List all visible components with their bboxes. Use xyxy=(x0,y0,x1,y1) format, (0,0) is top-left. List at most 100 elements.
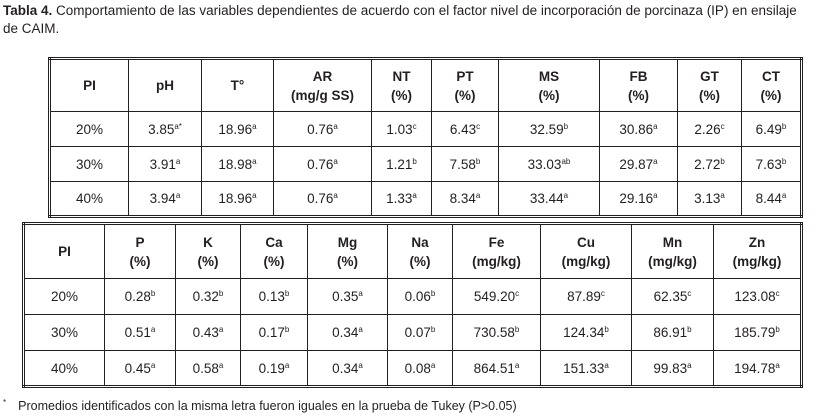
header-text: Mn xyxy=(662,234,683,250)
row-label: 20% xyxy=(50,289,79,304)
cell-value: 0.45 xyxy=(124,360,151,376)
row-label: 20% xyxy=(75,121,104,137)
header-text: (mg/kg) xyxy=(648,253,697,269)
value-cell: 3.91a xyxy=(128,146,202,182)
cell-value: 0.76 xyxy=(307,191,334,206)
cell-value: 3.13 xyxy=(694,191,721,206)
header-text: PI xyxy=(58,244,71,259)
value-cell: 0.13b xyxy=(240,278,308,315)
cell-value: 185.79 xyxy=(734,325,776,340)
significance-letter: b xyxy=(514,325,520,334)
significance-letter: c xyxy=(600,289,605,298)
significance-letter: b xyxy=(150,289,156,298)
header-row: PI P (%) K (%) Ca (%) Mg (%) Na (%) Fe (mg/kg) Cu (mg/… xyxy=(23,223,802,279)
value-cell: 1.33a xyxy=(371,181,432,217)
significance-letter: b xyxy=(720,156,725,166)
value-cell: 3.85a* xyxy=(128,111,202,147)
significance-letter: a xyxy=(252,191,257,200)
significance-letter: a xyxy=(775,360,780,370)
header-cell: Mn (mg/kg) xyxy=(631,223,714,279)
row-label-cell: 30% xyxy=(49,146,129,182)
significance-letter: a xyxy=(175,191,181,200)
cell-value: 7.63 xyxy=(755,156,782,172)
significance-letter: b xyxy=(430,325,436,334)
cell-value: 3.91 xyxy=(149,156,176,172)
cell-value: 2.72 xyxy=(694,156,721,172)
cell-value: 8.34 xyxy=(449,191,476,206)
header-text: (mg/kg) xyxy=(732,253,782,269)
row-label-cell: 20% xyxy=(23,278,105,315)
cell-value: 29.16 xyxy=(619,191,654,206)
cell-value: 0.58 xyxy=(192,360,219,376)
value-cell: 730.58b xyxy=(452,314,541,351)
header-cell: PI xyxy=(23,223,105,279)
row-label-cell: 20% xyxy=(49,111,129,147)
footnote-text: Promedios identificados con la misma let… xyxy=(18,399,517,413)
header-cell: Ca (%) xyxy=(240,223,308,279)
significance-letter: b xyxy=(604,325,609,334)
value-cell: 18.98a xyxy=(201,146,274,182)
value-cell: 0.32b xyxy=(175,278,241,315)
row-label: 30% xyxy=(50,325,79,340)
cell-value: 18.96 xyxy=(218,191,253,206)
cell-value: 0.06 xyxy=(404,289,431,304)
value-cell: 0.43a xyxy=(175,314,241,351)
value-cell: 123.08c xyxy=(713,278,802,315)
value-cell: 18.96a xyxy=(201,111,274,147)
header-cell: pH xyxy=(128,58,202,112)
significance-letter: a xyxy=(284,360,290,370)
value-cell: 0.35a xyxy=(307,278,388,315)
header-text: Na xyxy=(411,234,429,250)
cell-value: 549.20 xyxy=(473,289,516,304)
data-table: PI P (%) K (%) Ca (%) Mg (%) Na (%) Fe (mg/kg) Cu (mg/… xyxy=(22,222,803,388)
header-cell: NT (%) xyxy=(371,58,432,112)
significance-letter: a xyxy=(218,360,224,370)
value-cell: 0.34a xyxy=(307,314,388,351)
value-cell: 124.34b xyxy=(540,314,632,351)
header-text: pH xyxy=(156,78,174,93)
value-cell: 0.34a xyxy=(307,350,388,387)
cell-value: 151.33 xyxy=(563,360,605,376)
value-cell: 62.35c xyxy=(631,278,714,315)
header-text: (%) xyxy=(409,253,431,269)
value-cell: 2.26c xyxy=(677,111,742,147)
header-text: PT xyxy=(456,68,474,84)
header-cell: T° xyxy=(201,58,274,112)
value-cell: 0.28b xyxy=(104,278,176,315)
header-text: (%) xyxy=(263,253,285,269)
value-cell: 0.06b xyxy=(387,278,453,315)
cell-value: 8.44 xyxy=(755,191,782,206)
significance-letter: c xyxy=(687,289,692,298)
header-cell: Zn (mg/kg) xyxy=(713,223,802,279)
value-cell: 0.19a xyxy=(240,350,308,387)
row-label-cell: 30% xyxy=(23,314,105,351)
significance-letter: a xyxy=(358,289,363,298)
header-cell: MS (%) xyxy=(498,58,600,112)
significance-letter: b xyxy=(475,156,481,166)
header-cell: FB (%) xyxy=(599,58,678,112)
significance-letter: b xyxy=(775,325,780,334)
significance-letter: b xyxy=(412,156,417,166)
row-label: 40% xyxy=(50,360,79,376)
header-cell: Cu (mg/kg) xyxy=(540,223,632,279)
header-text: (mg/g SS) xyxy=(291,87,354,103)
cell-value: 2.26 xyxy=(694,121,721,137)
cell-value: 123.08 xyxy=(734,289,776,304)
cell-value: 0.34 xyxy=(332,325,359,340)
significance-letter: c xyxy=(515,289,520,298)
header-cell: CT (%) xyxy=(741,58,802,112)
cell-value: 0.35 xyxy=(332,289,359,304)
cell-value: 62.35 xyxy=(653,289,688,304)
significance-letter: a xyxy=(333,121,338,131)
footnote: * Promedios identificados con la misma le… xyxy=(3,398,517,413)
value-cell: 3.13a xyxy=(677,181,742,217)
cell-value: 33.03 xyxy=(527,156,562,172)
significance-letter: a xyxy=(218,325,224,334)
header-text: (%) xyxy=(760,87,782,103)
cell-value: 87.89 xyxy=(567,289,601,304)
value-cell: 29.87a xyxy=(599,146,678,182)
significance-letter: a xyxy=(604,360,609,370)
header-cell: K (%) xyxy=(175,223,241,279)
data-table: PI pH T° AR (mg/g SS) NT (%) PT (%) MS (%) FB (%) GT (… xyxy=(48,57,803,218)
significance-letter: ab xyxy=(561,156,571,166)
